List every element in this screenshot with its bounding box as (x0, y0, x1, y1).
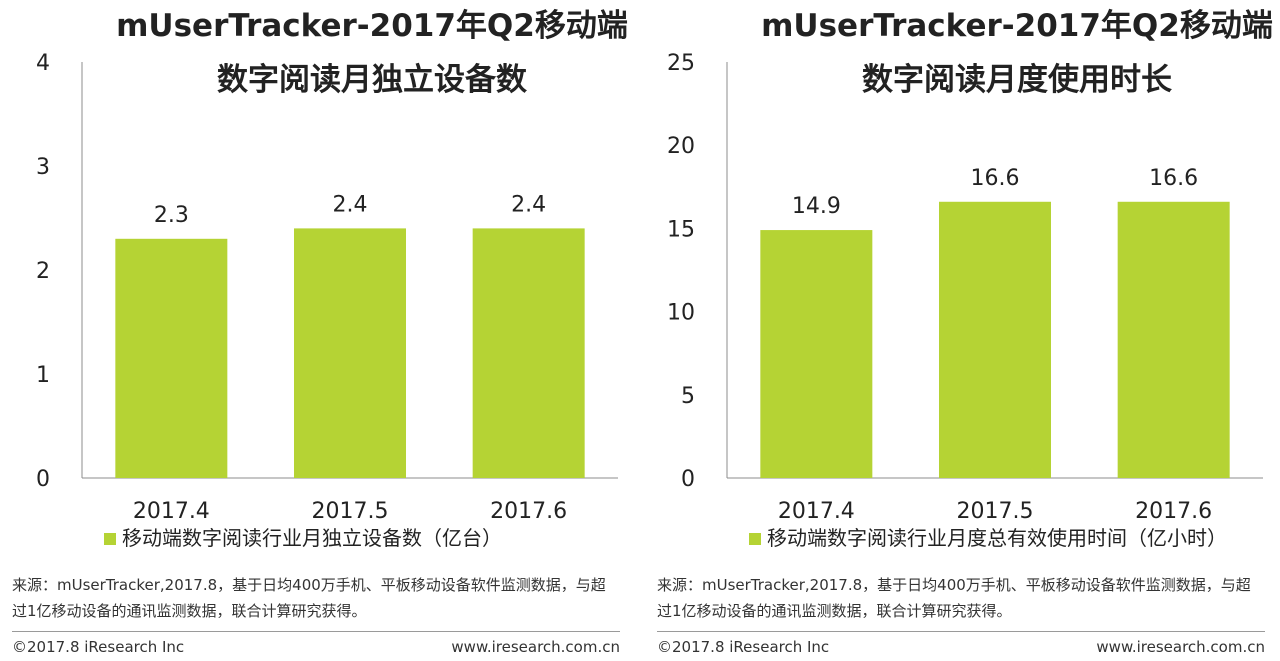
y-tick-label: 0 (36, 467, 50, 492)
x-tick-label: 2017.5 (312, 499, 389, 524)
bar (939, 201, 1051, 478)
source-note: 来源：mUserTracker,2017.8，基于日均400万手机、平板移动设备… (657, 576, 1251, 620)
data-label: 2.3 (154, 203, 189, 228)
y-tick-label: 5 (681, 384, 695, 409)
data-label: 16.6 (1149, 166, 1198, 191)
y-tick-label: 2 (36, 259, 50, 284)
legend-label: 移动端数字阅读行业月度总有效使用时间（亿小时） (767, 526, 1227, 550)
data-label: 2.4 (511, 192, 546, 217)
legend-swatch (104, 533, 116, 545)
website-text: www.iresearch.com.cn (1096, 638, 1265, 656)
y-tick-label: 10 (667, 301, 695, 326)
y-tick-label: 15 (667, 217, 695, 242)
chart-title: mUserTracker-2017年Q2移动端 (761, 8, 1273, 44)
bar (115, 238, 228, 478)
bar (472, 228, 585, 478)
x-tick-label: 2017.5 (957, 499, 1034, 524)
chart-panel-right: mUserTracker-2017年Q2移动端 数字阅读月度使用时长 0 5 10 15 2… (645, 0, 1275, 661)
y-tick-label: 25 (667, 51, 695, 76)
legend-label: 移动端数字阅读行业月独立设备数（亿台） (122, 526, 502, 550)
chart-subtitle: 数字阅读月独立设备数 (217, 62, 527, 98)
bar (294, 228, 406, 478)
x-tick-label: 2017.4 (133, 499, 210, 524)
x-tick-label: 2017.6 (490, 499, 567, 524)
footer-divider (657, 631, 1265, 632)
x-tick-label: 2017.4 (778, 499, 855, 524)
y-tick-label: 20 (667, 134, 695, 159)
y-tick-label: 0 (681, 467, 695, 492)
y-tick-label: 1 (36, 363, 50, 388)
bar (760, 230, 873, 478)
chart-title: mUserTracker-2017年Q2移动端 (116, 8, 628, 44)
x-tick-label: 2017.6 (1135, 499, 1212, 524)
chart-panel-left: mUserTracker-2017年Q2移动端 数字阅读月独立设备数 0 1 2 3 4 2.… (0, 0, 630, 661)
y-tick-label: 3 (36, 155, 50, 180)
copyright-text: ©2017.8 iResearch Inc (657, 638, 830, 656)
bar (1117, 201, 1230, 478)
footer-divider (12, 631, 620, 632)
data-label: 16.6 (971, 166, 1020, 191)
y-tick-label: 4 (36, 51, 50, 76)
data-label: 14.9 (792, 194, 841, 219)
source-note: 来源：mUserTracker,2017.8，基于日均400万手机、平板移动设备… (12, 576, 606, 620)
chart-subtitle: 数字阅读月度使用时长 (862, 62, 1172, 98)
legend-swatch (749, 533, 761, 545)
copyright-text: ©2017.8 iResearch Inc (12, 638, 185, 656)
data-label: 2.4 (333, 192, 368, 217)
website-text: www.iresearch.com.cn (451, 638, 620, 656)
